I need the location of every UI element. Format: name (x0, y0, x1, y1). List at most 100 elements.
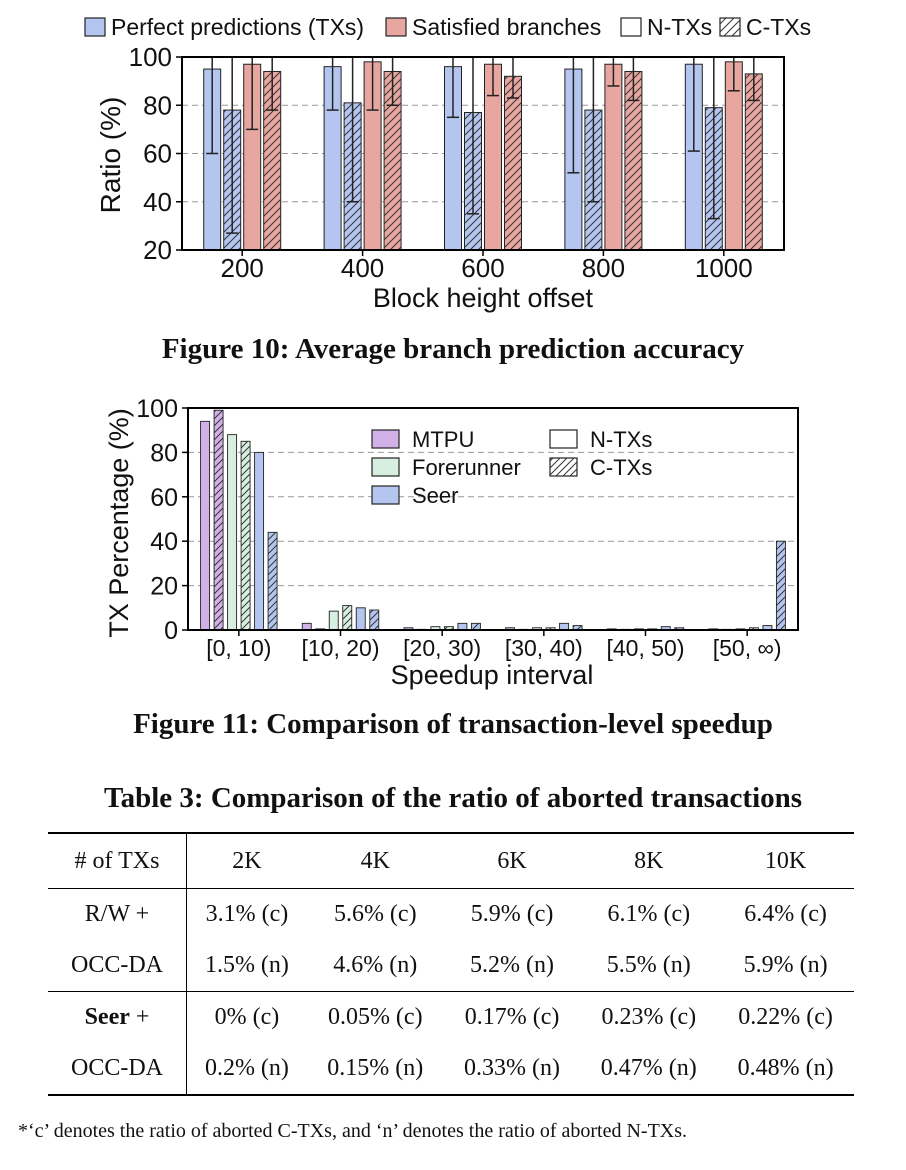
table-cell: 0.2% (n) (186, 1043, 307, 1096)
table-row: R/W + 3.1% (c) 5.6% (c) 5.9% (c) 6.1% (c… (48, 888, 854, 940)
bar-hatch (674, 627, 684, 630)
table-header-cell: 6K (443, 832, 581, 889)
row-label: OCC-DA (48, 1043, 187, 1096)
bar-hatch (369, 610, 379, 630)
table-cell: 0.22% (c) (738, 1004, 833, 1030)
table-header-row: # of TXs 2K 4K 6K 8K 10K (48, 832, 854, 889)
table-cell: 5.6% (c) (333, 901, 417, 927)
bar-hatch (268, 532, 278, 630)
bar-hatch (745, 73, 763, 250)
figure-10-x-axis-label: Block height offset (373, 283, 594, 313)
y-tick-label: 40 (143, 187, 172, 217)
bar-hatch (624, 71, 642, 250)
table-header-cell: # of TXs (48, 832, 187, 889)
table-header-cell: 4K (306, 832, 444, 889)
bar (604, 63, 623, 251)
bar (355, 607, 366, 631)
bar (200, 420, 211, 631)
table-row: OCC-DA 0.2% (n) 0.15% (n) 0.33% (n) 0.47… (48, 1043, 854, 1096)
table-header-cell: 8K (580, 832, 718, 889)
y-tick-label: 60 (143, 139, 172, 169)
x-tick-label: 1000 (695, 253, 753, 283)
x-tick-label: 200 (221, 253, 264, 283)
legend-label: C-TXs (746, 14, 811, 40)
figure-10-caption: Figure 10: Average branch prediction acc… (161, 333, 745, 365)
legend-label: Perfect predictions (TXs) (111, 14, 364, 40)
legend-swatch (549, 429, 578, 449)
figure-10-chart: Perfect predictions (TXs) Satisfied branc… (84, 14, 811, 313)
table-header-cell: 10K (717, 832, 854, 889)
bar (328, 610, 339, 631)
table-cell: 5.2% (n) (443, 940, 581, 992)
bar-hatch (471, 623, 481, 630)
table-footnote: *‘c’ denotes the ratio of aborted C-TXs,… (18, 1120, 688, 1142)
legend-hatch (550, 458, 577, 476)
bar-hatch (444, 626, 454, 630)
legend-hatch (720, 18, 740, 36)
plot-frame (181, 56, 785, 251)
legend-swatch (84, 17, 106, 37)
table-row: OCC-DA 1.5% (n) 4.6% (n) 5.2% (n) 5.5% (… (48, 940, 854, 992)
table-cell: 0.48% (n) (717, 1043, 854, 1096)
figure-10-legend: Perfect predictions (TXs) Satisfied branc… (84, 14, 811, 40)
bar (227, 434, 238, 631)
y-tick-label: 80 (143, 90, 172, 120)
figure-10-y-axis-label: Ratio (%) (95, 97, 126, 214)
row-label: Seer + (48, 991, 187, 1043)
legend-label: Satisfied branches (412, 14, 601, 40)
figure-11-caption: Figure 11: Comparison of transaction-lev… (133, 708, 773, 740)
bar-hatch (504, 76, 522, 250)
y-tick-label: 40 (150, 528, 178, 556)
row-label: R/W + (48, 888, 187, 940)
bar-hatch (776, 541, 786, 630)
bar-hatch (546, 627, 556, 630)
table-cell: 4.6% (n) (306, 940, 444, 992)
table-row: Seer + 0% (c) 0.05% (c) 0.17% (c) 0.23% … (48, 991, 854, 1043)
table-cell: 0.17% (c) (464, 1004, 560, 1030)
legend-label: N-TXs (590, 427, 652, 452)
x-tick-label: [40, 50) (607, 635, 685, 661)
plot-frame (187, 407, 799, 631)
table-cell: 5.9% (n) (717, 940, 854, 992)
row-label-bold: Seer (84, 1004, 130, 1030)
y-tick-label: 100 (136, 395, 178, 423)
figure-11-chart: 0 20 40 60 80 100 [0, 10) [10, 20) [20, 30) [30, … (104, 395, 799, 690)
table-cell: 6.1% (c) (607, 901, 691, 927)
figure-11-x-axis-label: Speedup interval (391, 660, 594, 690)
y-tick-label: 20 (150, 573, 178, 601)
y-tick-label: 60 (150, 484, 178, 512)
x-tick-label: [0, 10) (206, 635, 271, 661)
legend-swatch (620, 17, 642, 37)
x-tick-label: 600 (461, 253, 504, 283)
legend-swatch (371, 457, 400, 477)
x-tick-label: [10, 20) (302, 635, 380, 661)
row-label-rest: + (129, 1004, 150, 1030)
bar (254, 451, 265, 631)
plot-background (188, 408, 798, 630)
table-header-cell: 2K (186, 832, 307, 889)
figure-11-legend: MTPU N-TXs Forerunner C-TXs Seer (371, 427, 652, 508)
table-3: # of TXs 2K 4K 6K 8K 10K R/W + 3.1% (c) … (48, 832, 854, 1096)
table-cell: 0% (c) (214, 1004, 280, 1030)
bar-hatch (263, 71, 281, 250)
table-cell: 6.4% (c) (744, 901, 827, 927)
figure-11-y-axis-label: TX Percentage (%) (104, 408, 134, 638)
table-3-title: Table 3: Comparison of the ratio of abor… (103, 782, 803, 814)
table-cell: 5.9% (c) (470, 901, 554, 927)
bar-hatch (214, 410, 224, 630)
bar-hatch (749, 627, 759, 630)
table-cell: 0.05% (c) (327, 1004, 423, 1030)
legend-label: Seer (412, 483, 458, 508)
table-cell: 0.15% (n) (306, 1043, 444, 1096)
bar-hatch (241, 441, 251, 630)
bar-hatch (573, 625, 583, 630)
table-cell: 5.5% (n) (580, 940, 718, 992)
x-tick-label: [20, 30) (403, 635, 481, 661)
legend-swatch (371, 429, 400, 449)
y-tick-label: 80 (150, 439, 178, 467)
table-cell: 0.23% (c) (601, 1004, 697, 1030)
y-tick-label: 100 (129, 42, 172, 72)
x-tick-label: 800 (582, 253, 625, 283)
x-tick-label: [30, 40) (505, 635, 583, 661)
legend-label: N-TXs (647, 14, 712, 40)
